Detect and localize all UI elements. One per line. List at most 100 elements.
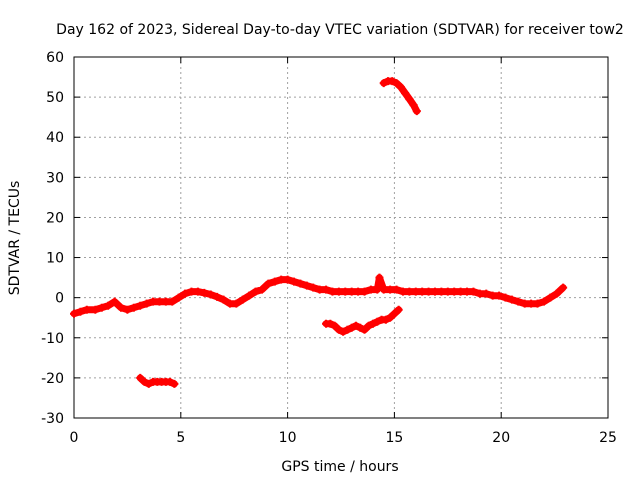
data-point xyxy=(170,379,179,388)
data-point xyxy=(507,295,516,304)
plot-frame xyxy=(73,56,609,419)
data-point xyxy=(213,292,222,301)
y-tick-label: 60 xyxy=(46,50,64,66)
data-point xyxy=(283,275,292,284)
x-tick-label: 0 xyxy=(70,430,79,446)
data-point xyxy=(412,107,421,116)
series-arc-3 xyxy=(322,305,403,336)
data-points xyxy=(70,77,568,388)
data-point xyxy=(219,295,228,304)
y-tick-label: 10 xyxy=(46,251,64,267)
y-tick-label: 40 xyxy=(46,130,64,146)
x-tick-label: 5 xyxy=(176,430,185,446)
x-tick-label: 20 xyxy=(492,430,510,446)
data-point xyxy=(168,297,177,306)
data-point xyxy=(144,379,153,388)
data-point xyxy=(539,297,548,306)
data-point xyxy=(116,303,125,312)
data-point xyxy=(232,299,241,308)
data-point xyxy=(326,319,335,328)
data-point xyxy=(76,307,85,316)
data-point xyxy=(334,325,343,334)
data-point xyxy=(339,327,348,336)
data-point xyxy=(110,297,119,306)
data-point xyxy=(174,293,183,302)
data-point xyxy=(309,283,318,292)
data-point xyxy=(322,285,331,294)
data-point xyxy=(206,290,215,299)
x-axis-label: GPS time / hours xyxy=(281,459,398,475)
data-point xyxy=(392,79,401,88)
data-point xyxy=(386,313,395,322)
y-tick-label: -10 xyxy=(41,331,64,347)
data-point xyxy=(70,309,78,318)
data-point xyxy=(166,377,175,386)
data-point xyxy=(396,83,405,92)
data-point xyxy=(533,299,542,308)
series-arc-4 xyxy=(379,77,421,116)
data-point xyxy=(405,95,414,104)
data-point xyxy=(245,291,254,300)
data-point xyxy=(104,301,113,310)
grid-lines xyxy=(74,57,608,418)
y-tick-label: -30 xyxy=(41,411,64,427)
y-tick-label: 20 xyxy=(46,210,64,226)
x-tick-label: 25 xyxy=(599,430,617,446)
data-point xyxy=(129,303,138,312)
axis-ticks: -30 -20 -10 0 10 20 30 40 50 60 0 5 10 15 20 25 xyxy=(41,50,617,446)
data-point xyxy=(356,323,365,332)
data-point xyxy=(264,279,273,288)
y-tick-label: -20 xyxy=(41,371,64,387)
data-point xyxy=(392,285,401,294)
data-point xyxy=(330,321,339,330)
chart-title: Day 162 of 2023, Sidereal Day-to-day VTE… xyxy=(56,22,624,38)
data-point xyxy=(351,321,360,330)
data-point xyxy=(546,293,555,302)
data-point xyxy=(360,287,369,296)
data-point xyxy=(142,299,151,308)
data-point xyxy=(193,287,202,296)
data-point xyxy=(123,305,132,314)
x-tick-label: 10 xyxy=(279,430,297,446)
data-point xyxy=(375,273,384,282)
data-point xyxy=(369,319,378,328)
data-point xyxy=(200,288,209,297)
data-point xyxy=(347,323,356,332)
data-point xyxy=(140,377,149,386)
data-point xyxy=(82,305,91,314)
data-point xyxy=(302,281,311,290)
data-point xyxy=(388,77,397,86)
y-tick-label: 50 xyxy=(46,90,64,106)
data-point xyxy=(360,325,369,334)
data-point xyxy=(514,297,523,306)
data-point xyxy=(552,289,561,298)
data-point xyxy=(469,287,478,296)
data-point xyxy=(181,289,190,298)
data-point xyxy=(401,89,410,98)
data-point xyxy=(559,283,568,292)
data-point xyxy=(238,295,247,304)
data-point xyxy=(379,79,388,88)
x-tick-label: 15 xyxy=(385,430,403,446)
data-point xyxy=(296,279,305,288)
data-point xyxy=(409,101,418,110)
data-point xyxy=(381,315,390,324)
y-tick-label: 30 xyxy=(46,170,64,186)
data-point xyxy=(390,309,399,318)
data-point xyxy=(364,321,373,330)
data-point xyxy=(373,317,382,326)
data-point xyxy=(394,305,403,314)
data-point xyxy=(501,293,510,302)
data-point xyxy=(270,277,279,286)
series-main-arc xyxy=(70,273,568,318)
data-point xyxy=(495,291,504,300)
data-point xyxy=(257,285,266,294)
data-point xyxy=(136,373,145,382)
data-point xyxy=(251,287,260,296)
data-point xyxy=(290,277,299,286)
y-tick-label: 0 xyxy=(55,291,64,307)
data-point xyxy=(91,305,100,314)
data-point xyxy=(482,289,491,298)
